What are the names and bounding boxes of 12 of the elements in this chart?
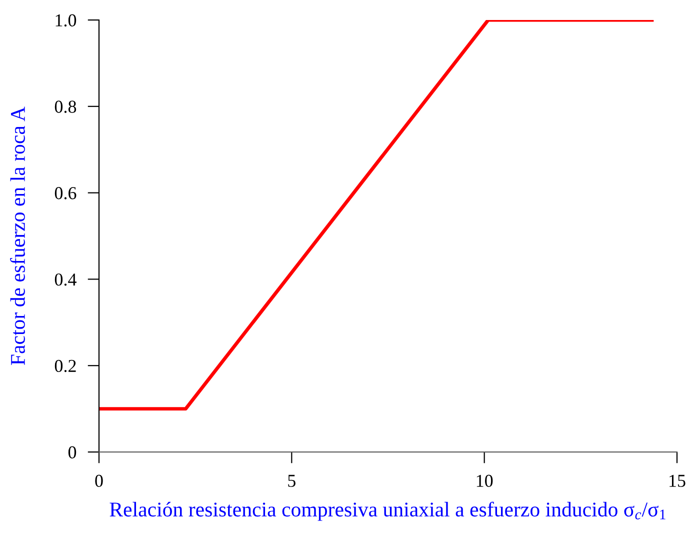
y-tick-label: 0.6 — [54, 187, 76, 200]
x-tick-label: 5 — [288, 474, 296, 487]
x-tick-label: 10 — [476, 474, 493, 487]
y-tick-label: 0.8 — [54, 100, 76, 113]
y-tick-label: 1.0 — [56, 14, 76, 27]
y-tick-label: 0 — [68, 446, 76, 458]
x-tick-label: 0 — [95, 474, 103, 487]
y-axis-title: Factor de esfuerzo en la roca A — [10, 106, 25, 365]
x-tick-label: 15 — [670, 474, 686, 487]
y-tick-label: 0.4 — [54, 273, 76, 286]
x-axis-title: Relación resistencia compresiva uniaxial a esfuerzo inducido σ$_{c}$/σ$_{1}$ — [110, 502, 666, 521]
y-tick-label: 0.2 — [54, 360, 76, 372]
